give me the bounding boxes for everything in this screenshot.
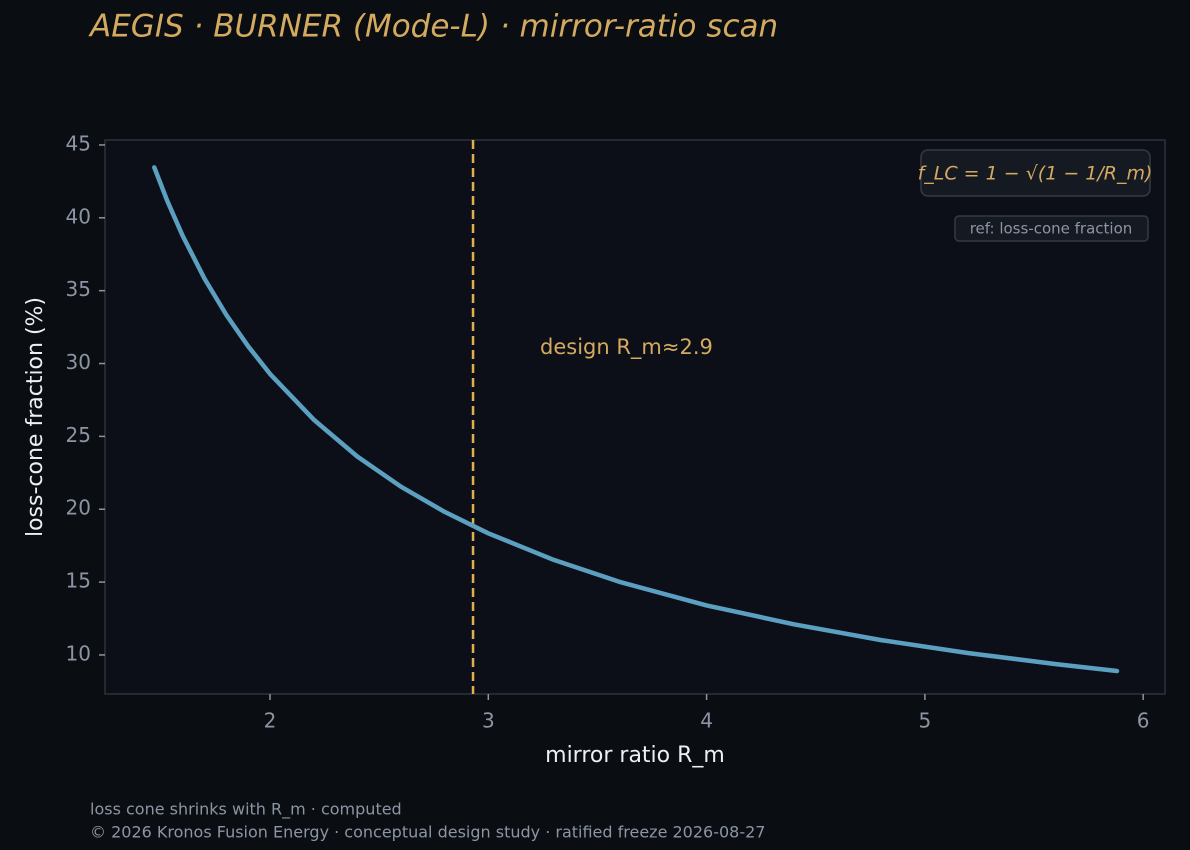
y-axis-label: loss-cone fraction (%): [23, 297, 48, 537]
y-tick-label: 35: [66, 277, 91, 301]
y-tick-label: 15: [66, 569, 91, 593]
annotation: design R_m≈2.9: [540, 335, 713, 360]
formula-box: [920, 149, 1151, 197]
formula: f_LC = 1 − √(1 − 1/R_m): [918, 163, 1153, 185]
legend-label: ref: loss-cone fraction: [970, 220, 1133, 238]
y-tick-label: 10: [66, 641, 91, 665]
chart-title: AEGIS · BURNER (Mode-L) · mirror-ratio s…: [88, 9, 778, 45]
x-tick-label: 6: [1137, 709, 1150, 733]
footer-note: loss cone shrinks with R_m · computed: [90, 800, 402, 820]
x-tick-label: 2: [264, 709, 277, 733]
footer-copyright: © 2026 Kronos Fusion Energy · conceptual…: [90, 823, 765, 842]
y-tick-label: 30: [66, 350, 91, 374]
x-axis-label: mirror ratio R_m: [545, 743, 725, 768]
x-tick-label: 4: [700, 709, 713, 733]
y-tick-label: 40: [66, 204, 91, 228]
y-tick-label: 20: [66, 496, 91, 520]
y-tick-label: 45: [66, 131, 91, 155]
legend-box: [954, 215, 1149, 242]
x-tick-label: 5: [919, 709, 932, 733]
y-tick-label: 25: [66, 423, 91, 447]
x-tick-label: 3: [482, 709, 495, 733]
curve: [152, 165, 1120, 674]
